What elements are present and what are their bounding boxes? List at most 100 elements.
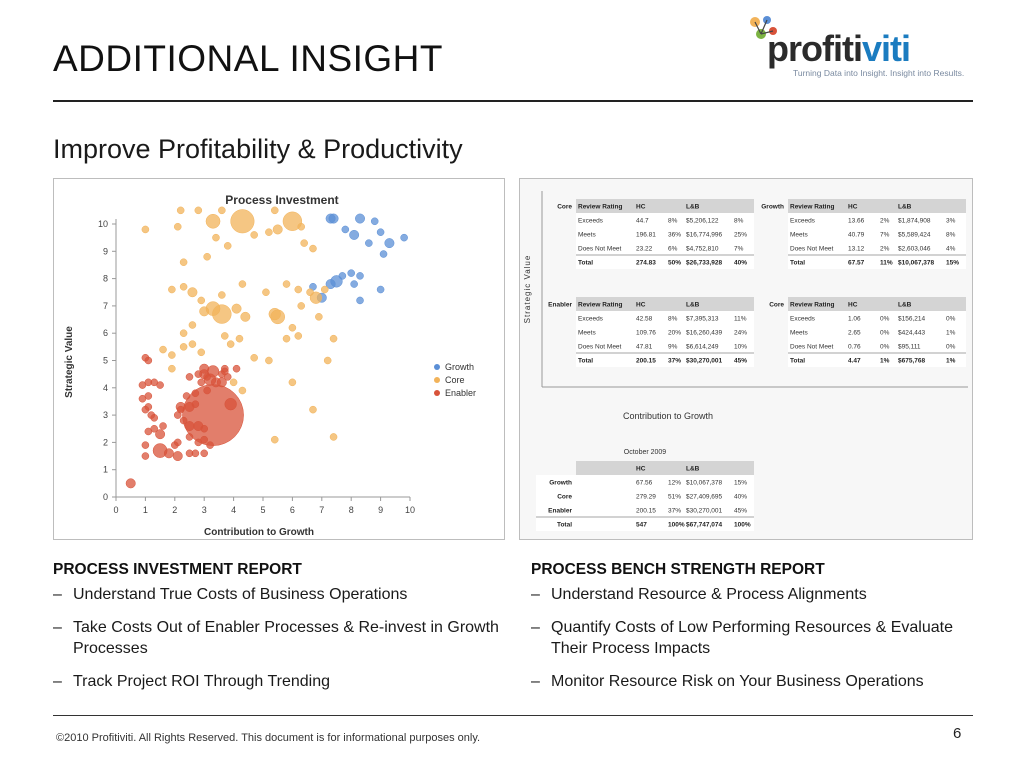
bubble-core	[320, 285, 329, 294]
table-body	[788, 213, 966, 269]
table-header-cell: Review Rating	[578, 204, 622, 211]
table-cell: 8%	[734, 218, 744, 225]
table-header-row	[788, 297, 966, 311]
x-tick-label: 2	[172, 505, 177, 515]
bubble-core	[179, 258, 188, 266]
bubble-core	[250, 353, 258, 362]
summary-row-label: Total	[557, 522, 572, 529]
table-cell: 15%	[946, 260, 959, 267]
table-body	[576, 213, 754, 269]
table-cell: $424,443	[898, 330, 925, 337]
table-header-row	[788, 199, 966, 213]
left-bullet-1: – Understand True Costs of Business Opera…	[53, 586, 408, 603]
bubble-core	[188, 340, 197, 348]
bubble-core	[168, 351, 176, 359]
table-cell: Exceeds	[790, 218, 816, 225]
table-cell: 0%	[880, 316, 890, 323]
table-header-cell: HC	[848, 302, 858, 309]
bubble-core	[238, 386, 247, 395]
bubble-enabler	[224, 398, 237, 411]
bubble-enabler	[184, 421, 195, 431]
bubble-core	[315, 313, 323, 321]
bubble-enabler	[200, 424, 208, 433]
table-cell: 0%	[880, 330, 890, 337]
summary-cell: $10,067,378	[686, 480, 723, 487]
left-report-heading: PROCESS INVESTMENT REPORT	[53, 561, 302, 578]
bubble-growth	[384, 238, 395, 249]
table-cell: $10,067,378	[898, 260, 935, 267]
summary-cell: 12%	[668, 480, 681, 487]
header-rule	[53, 100, 973, 102]
bubble-core	[212, 233, 220, 242]
bubble-core	[309, 291, 323, 304]
table-cell: 0%	[946, 316, 956, 323]
bubble-core	[218, 291, 226, 299]
bubble-enabler	[203, 386, 211, 395]
x-tick-label: 3	[202, 505, 207, 515]
bubble-enabler	[175, 401, 186, 412]
table-cell: 44.7	[636, 218, 649, 225]
table-cell: 1%	[946, 330, 956, 337]
table-cell: $2,603,046	[898, 246, 931, 253]
bubble-core	[270, 435, 279, 444]
y-tick-label: 1	[103, 465, 108, 475]
table-cell: Does Not Meet	[790, 344, 834, 351]
bubble-core	[294, 332, 303, 340]
logo-tagline: Turning Data into Insight. Insight into …	[793, 68, 965, 78]
table-cell: Does Not Meet	[578, 344, 622, 351]
table-cell: 11%	[880, 260, 893, 267]
summary-period: October 2009	[624, 449, 667, 456]
bubble-enabler	[141, 405, 150, 414]
summary-cell: 37%	[668, 508, 681, 515]
bubble-enabler	[191, 400, 200, 408]
footer-rule	[53, 715, 973, 716]
bubble-growth	[328, 213, 339, 224]
bubble-core	[188, 321, 197, 329]
table-cell: $156,214	[898, 316, 925, 323]
bubble-enabler	[144, 356, 153, 365]
quadrant-label-enabler: Enabler	[548, 302, 572, 309]
table-cell: 109.76	[636, 330, 656, 337]
table-cell: 8%	[668, 316, 678, 323]
x-tick-label: 7	[319, 505, 324, 515]
footer-copyright: ©2010 Profitiviti. All Rights Reserved. …	[56, 732, 481, 744]
bubble-core	[212, 304, 232, 324]
table-cell: 11%	[734, 316, 747, 323]
bubble-core	[179, 329, 188, 337]
bubble-enabler	[200, 449, 208, 458]
bubble-enabler	[185, 433, 194, 441]
bubble-core	[194, 206, 203, 215]
right-report-bullets: – Understand Resource & Process Alignment…	[531, 584, 991, 692]
bubble-core	[272, 224, 283, 235]
table-header-cell: L&B	[898, 204, 912, 211]
bubble-core	[265, 356, 273, 365]
bubble-enabler	[171, 441, 179, 449]
bubble-core	[230, 209, 255, 234]
bubble-core	[294, 285, 303, 294]
table-cell: 10%	[734, 344, 747, 351]
bubble-enabler	[141, 452, 150, 460]
bubble-core	[282, 334, 291, 343]
bubble-enabler	[185, 449, 194, 458]
table-cell: 274.83	[636, 260, 656, 267]
table-cell: 45%	[734, 358, 747, 365]
company-logo: profitiviti Turning Data into Insight. I…	[745, 10, 975, 82]
bubble-core	[270, 309, 286, 325]
table-cell: 67.57	[848, 260, 865, 267]
bubble-core	[309, 405, 317, 414]
bubble-core	[231, 303, 242, 314]
summary-cell: 45%	[734, 508, 747, 515]
bubble-enabler	[197, 378, 206, 387]
bubble-core	[250, 231, 258, 239]
y-tick-label: 6	[103, 328, 108, 338]
bubble-core	[288, 378, 297, 387]
bubble-core	[187, 287, 198, 298]
quadrant-table-1: Review Rating HC L&B Exceeds 44.7 8% $5,206,12…	[576, 199, 754, 269]
table-cell: 6%	[668, 246, 678, 253]
x-tick-label: 8	[349, 505, 354, 515]
bubble-enabler	[144, 427, 153, 436]
summary-cell: 15%	[734, 480, 747, 487]
bubble-core	[229, 378, 238, 387]
y-tick-label: 7	[103, 301, 108, 311]
quadrant-label-growth: Growth	[761, 204, 784, 211]
